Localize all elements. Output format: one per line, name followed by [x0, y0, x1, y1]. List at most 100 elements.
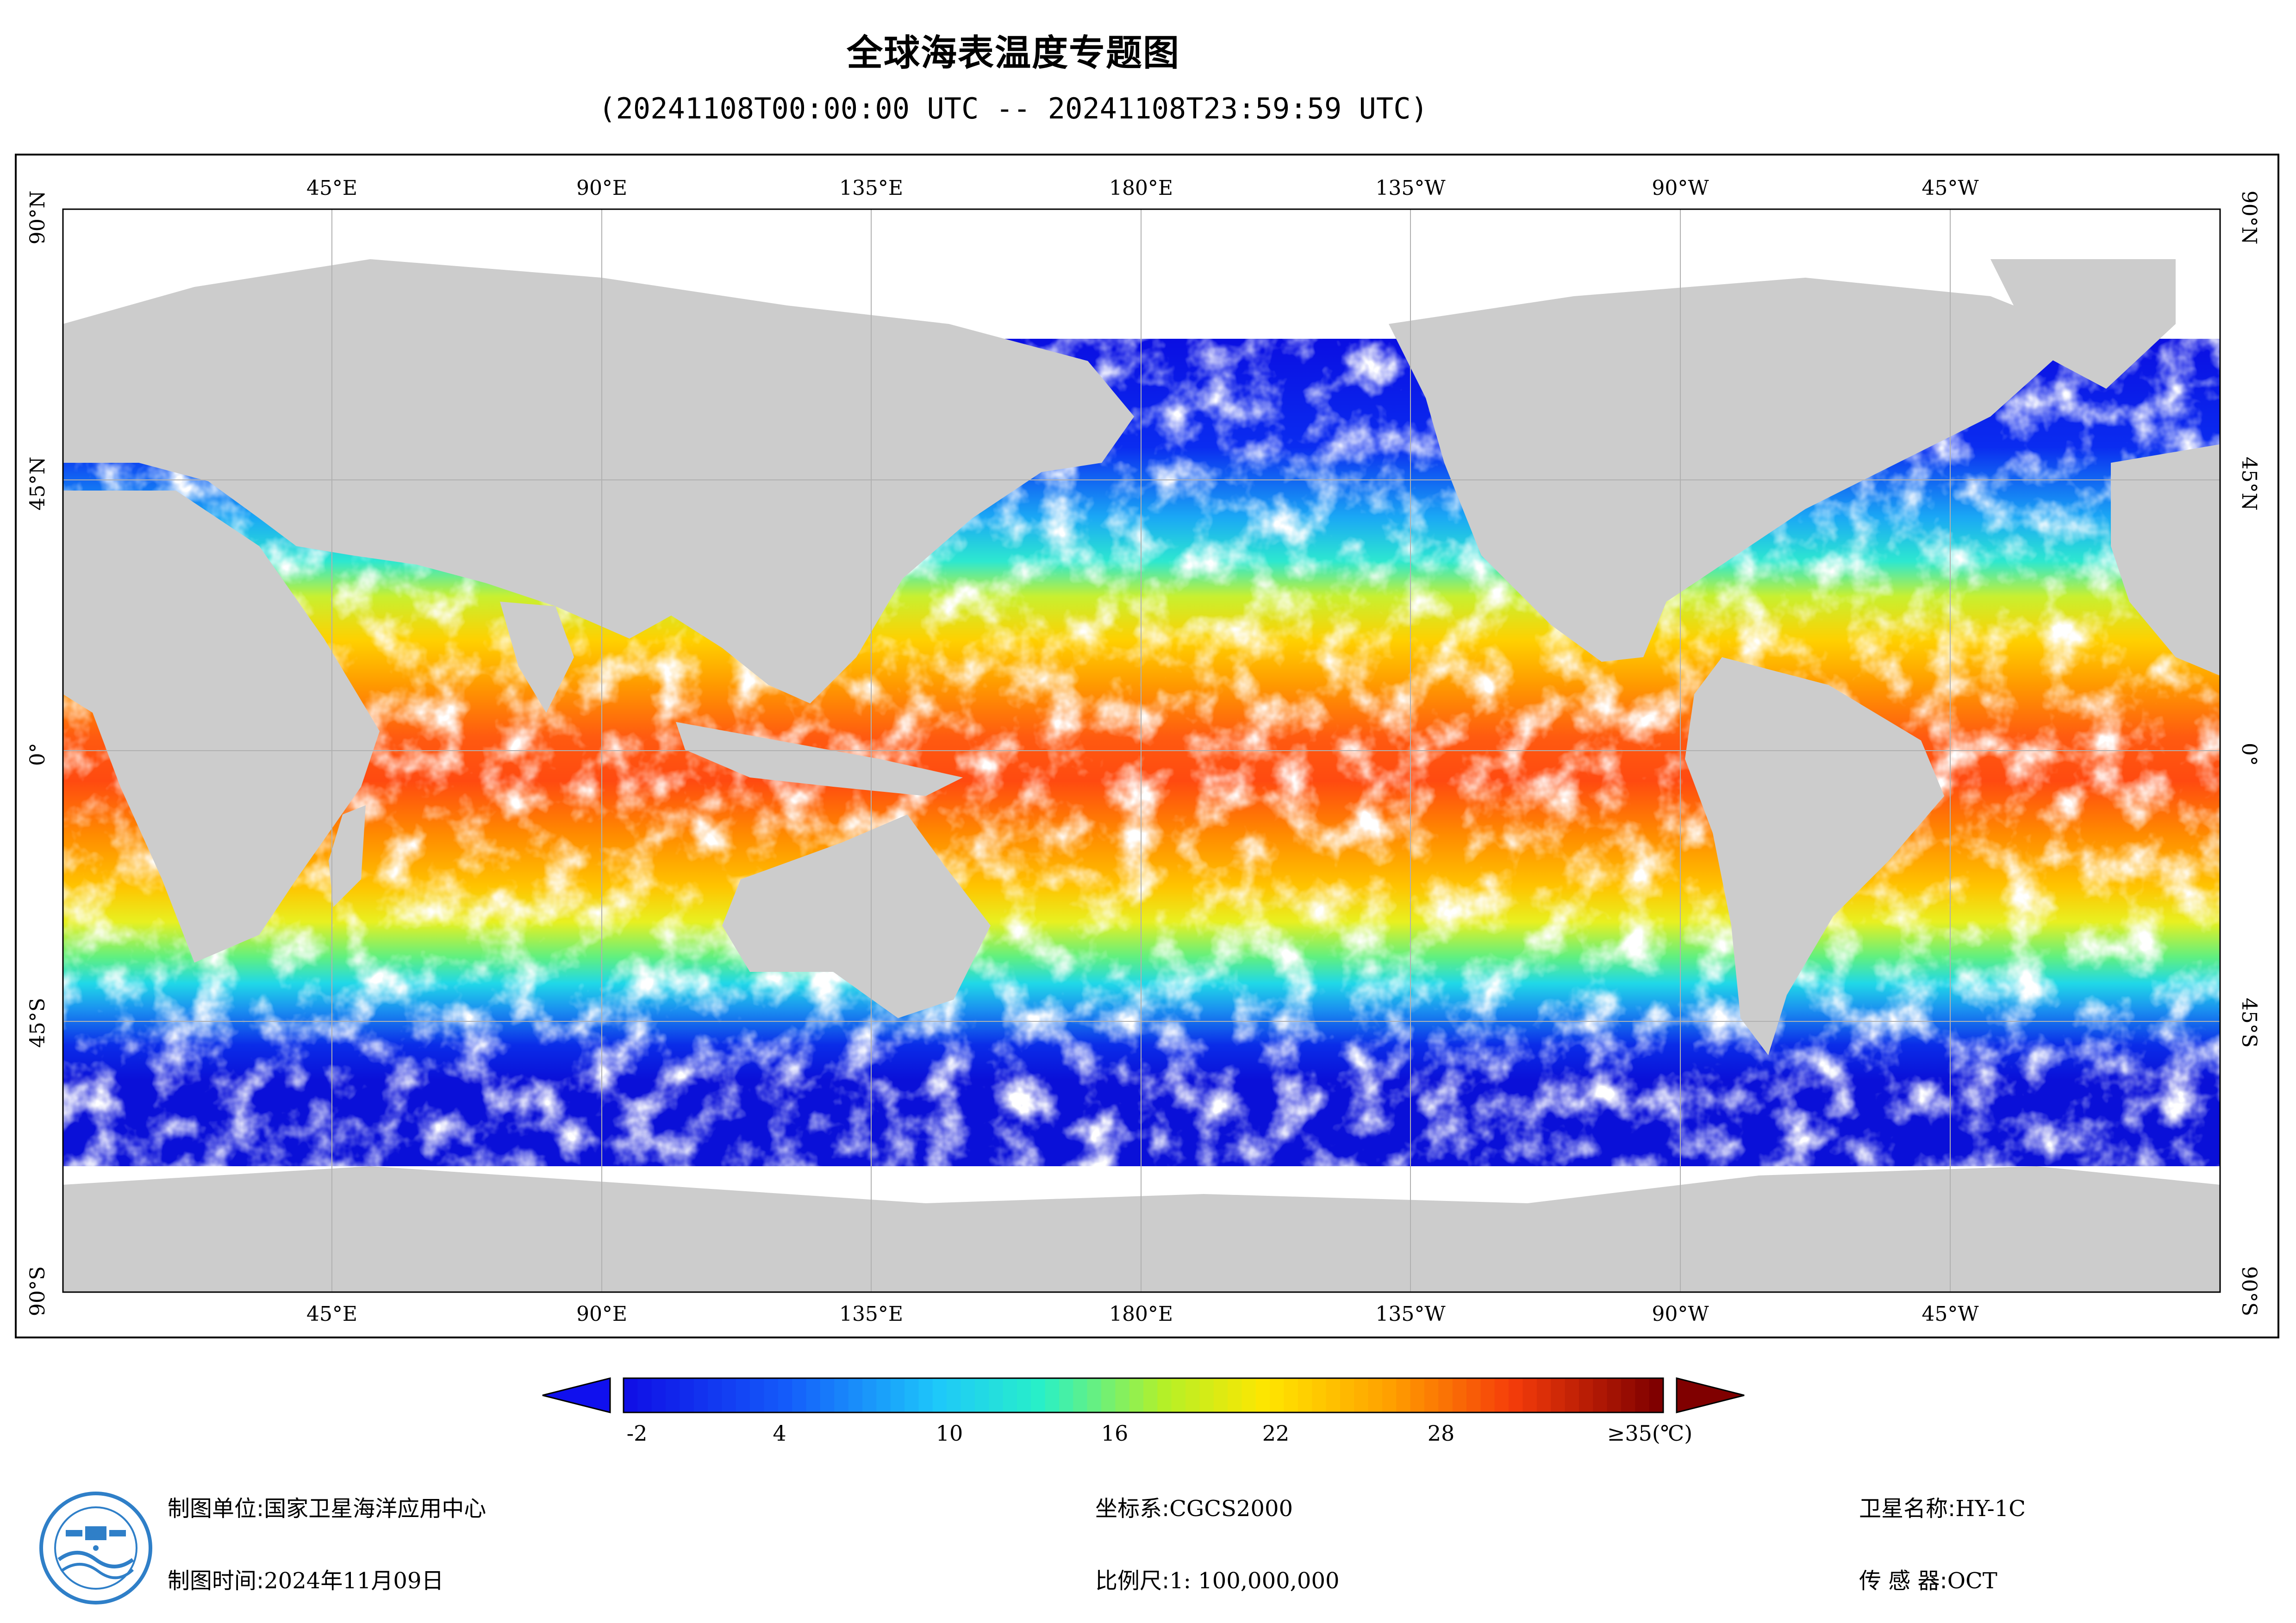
colorbar-cell — [1410, 1378, 1425, 1412]
colorbar-cell — [651, 1378, 666, 1412]
footer-sensor-label: 传 感 器: — [1859, 1568, 1947, 1594]
lat-label-right: 0° — [2237, 743, 2261, 766]
colorbar-cell — [1536, 1378, 1551, 1412]
colorbar-cell — [1382, 1378, 1397, 1412]
footer-time-value: 2024年11月09日 — [264, 1568, 444, 1594]
colorbar-cell — [1340, 1378, 1354, 1412]
footer-crs-label: 坐标系: — [1095, 1496, 1170, 1522]
land-west-europe — [2111, 444, 2220, 676]
lat-label-left: 45°S — [26, 997, 50, 1048]
footer-sat-label: 卫星名称: — [1859, 1496, 1956, 1522]
colorbar-cell — [1607, 1378, 1622, 1412]
lon-label-bottom: 90°E — [576, 1302, 628, 1326]
colorbar-cell — [1368, 1378, 1383, 1412]
footer-sensor: 传 感 器:OCT — [1859, 1562, 1997, 1595]
colorbar-cell — [1522, 1378, 1537, 1412]
colorbar-cell — [764, 1378, 779, 1412]
nsoas-emblem-icon — [39, 1492, 152, 1604]
footer-production-time: 制图时间:2024年11月09日 — [168, 1562, 444, 1595]
colorbar-tick-label: 16 — [1101, 1421, 1129, 1446]
colorbar-cell — [820, 1378, 835, 1412]
colorbar-cell — [1045, 1378, 1060, 1412]
colorbar-cell — [1424, 1378, 1439, 1412]
colorbar-cell — [1003, 1378, 1017, 1412]
colorbar-cell — [1326, 1378, 1341, 1412]
colorbar-cell — [890, 1378, 905, 1412]
colorbar-cell — [1649, 1378, 1664, 1412]
colorbar-cell — [876, 1378, 891, 1412]
colorbar-cell — [918, 1378, 933, 1412]
colorbar-cell — [1073, 1378, 1088, 1412]
colorbar-cell — [1143, 1378, 1158, 1412]
colorbar-cell — [680, 1378, 694, 1412]
footer-scale-value: 1: 100,000,000 — [1169, 1568, 1340, 1594]
colorbar-tick-label: 22 — [1262, 1421, 1290, 1446]
colorbar-cell — [1480, 1378, 1495, 1412]
colorbar-cell — [666, 1378, 680, 1412]
footer-crs: 坐标系:CGCS2000 — [1095, 1490, 1293, 1523]
lat-label-left: 90°N — [26, 190, 50, 245]
colorbar-cell — [624, 1378, 638, 1412]
map-time-range: (20241108T00:00:00 UTC -- 20241108T23:59… — [599, 92, 1428, 125]
colorbar-cell — [637, 1378, 652, 1412]
colorbar-cell — [974, 1378, 989, 1412]
colorbar-cell — [961, 1378, 975, 1412]
colorbar-cell — [947, 1378, 961, 1412]
colorbar-over-arrow — [1676, 1377, 1745, 1413]
colorbar-cell — [1129, 1378, 1144, 1412]
colorbar-cell — [1228, 1378, 1242, 1412]
colorbar-cell — [1298, 1378, 1312, 1412]
lat-label-right: 90°S — [2237, 1266, 2261, 1317]
colorbar-cell — [932, 1378, 947, 1412]
colorbar-cell — [1551, 1378, 1566, 1412]
colorbar-cell — [1565, 1378, 1579, 1412]
colorbar-cell — [1199, 1378, 1214, 1412]
colorbar-cell — [1242, 1378, 1256, 1412]
colorbar-cell — [1593, 1378, 1608, 1412]
lon-label-bottom: 180°E — [1109, 1302, 1173, 1326]
lon-label-bottom: 45°W — [1922, 1302, 1979, 1326]
land-eurasia — [63, 259, 1134, 703]
colorbar-cell — [1312, 1378, 1327, 1412]
colorbar-tick-label: 10 — [936, 1421, 963, 1446]
colorbar-cell — [736, 1378, 750, 1412]
footer-org-label: 制图单位: — [168, 1496, 264, 1522]
land-india — [500, 602, 574, 713]
lon-label-top: 90°E — [576, 176, 628, 200]
lat-label-right: 90°N — [2237, 190, 2261, 245]
colorbar-cell — [1115, 1378, 1130, 1412]
sst-map — [62, 208, 2221, 1293]
colorbar-cell — [989, 1378, 1004, 1412]
colorbar-cell — [1101, 1378, 1116, 1412]
colorbar-cell — [693, 1378, 708, 1412]
colorbar-cell — [792, 1378, 807, 1412]
lon-label-top: 135°W — [1375, 176, 1446, 200]
colorbar-cell — [750, 1378, 765, 1412]
colorbar-cell — [1255, 1378, 1270, 1412]
footer-scale: 比例尺:1: 100,000,000 — [1095, 1562, 1340, 1595]
footer-scale-label: 比例尺: — [1095, 1568, 1170, 1594]
colorbar-cell — [1635, 1378, 1650, 1412]
colorbar-cell — [1284, 1378, 1298, 1412]
lon-label-bottom: 135°W — [1375, 1302, 1446, 1326]
colorbar-cell — [1438, 1378, 1453, 1412]
lon-label-top: 180°E — [1109, 176, 1173, 200]
footer-organization: 制图单位:国家卫星海洋应用中心 — [168, 1490, 486, 1523]
footer-org-value: 国家卫星海洋应用中心 — [264, 1496, 487, 1522]
land-south-america — [1685, 657, 1944, 1055]
colorbar-cell — [1578, 1378, 1593, 1412]
land-greenland — [1990, 259, 2176, 389]
lon-label-top: 135°E — [839, 176, 904, 200]
colorbar-cell — [1270, 1378, 1285, 1412]
temperature-colorbar — [542, 1377, 1745, 1413]
lon-label-top: 45°E — [306, 176, 358, 200]
colorbar-under-arrow — [542, 1377, 611, 1413]
lon-label-top: 45°W — [1922, 176, 1979, 200]
footer-time-label: 制图时间: — [168, 1568, 264, 1594]
colorbar-cell — [1452, 1378, 1467, 1412]
colorbar-tick-label: 4 — [773, 1421, 786, 1446]
land-indonesia — [676, 722, 963, 796]
graticule — [63, 209, 2220, 1292]
colorbar-cell — [905, 1378, 919, 1412]
colorbar-cell — [1157, 1378, 1172, 1412]
